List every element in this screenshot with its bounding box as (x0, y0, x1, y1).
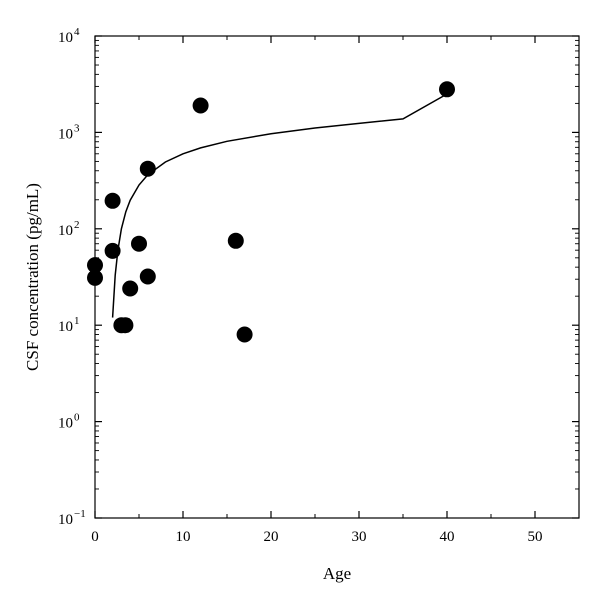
y-tick-label: 10 (58, 416, 73, 432)
y-tick-exponent: 0 (74, 412, 80, 424)
data-point (131, 235, 147, 252)
y-tick-label: 10 (58, 223, 73, 239)
data-point (104, 192, 121, 209)
y-tick-label: 10 (58, 512, 73, 528)
x-tick-label: 50 (528, 529, 543, 545)
y-tick-exponent: 4 (74, 26, 80, 38)
x-axis-title: Age (323, 564, 351, 583)
y-axis-title: CSF concentration (pg/mL) (23, 183, 42, 371)
x-tick-label: 20 (264, 529, 279, 545)
y-tick-label: 10 (58, 126, 73, 142)
y-tick-exponent: 1 (74, 315, 80, 327)
fit-curve (111, 93, 448, 318)
data-point (227, 232, 244, 249)
data-point (122, 280, 139, 297)
x-tick-label: 40 (440, 529, 455, 545)
y-tick-label: 10 (58, 30, 73, 46)
y-tick-exponent: 3 (74, 122, 80, 134)
data-point (139, 160, 156, 177)
x-tick-label: 0 (91, 529, 99, 545)
data-point (236, 326, 253, 343)
plot-frame (94, 35, 580, 519)
data-point (139, 268, 156, 285)
points-layer (87, 81, 455, 343)
data-point (117, 317, 134, 334)
data-point (439, 81, 455, 98)
y-tick-exponent: 2 (74, 219, 80, 231)
x-tick-label: 30 (352, 529, 367, 545)
y-tick-label: 10 (58, 319, 73, 335)
y-tick-exponent: −1 (74, 508, 86, 520)
data-point (192, 97, 209, 114)
x-tick-label: 10 (176, 529, 191, 545)
data-point (104, 242, 121, 259)
